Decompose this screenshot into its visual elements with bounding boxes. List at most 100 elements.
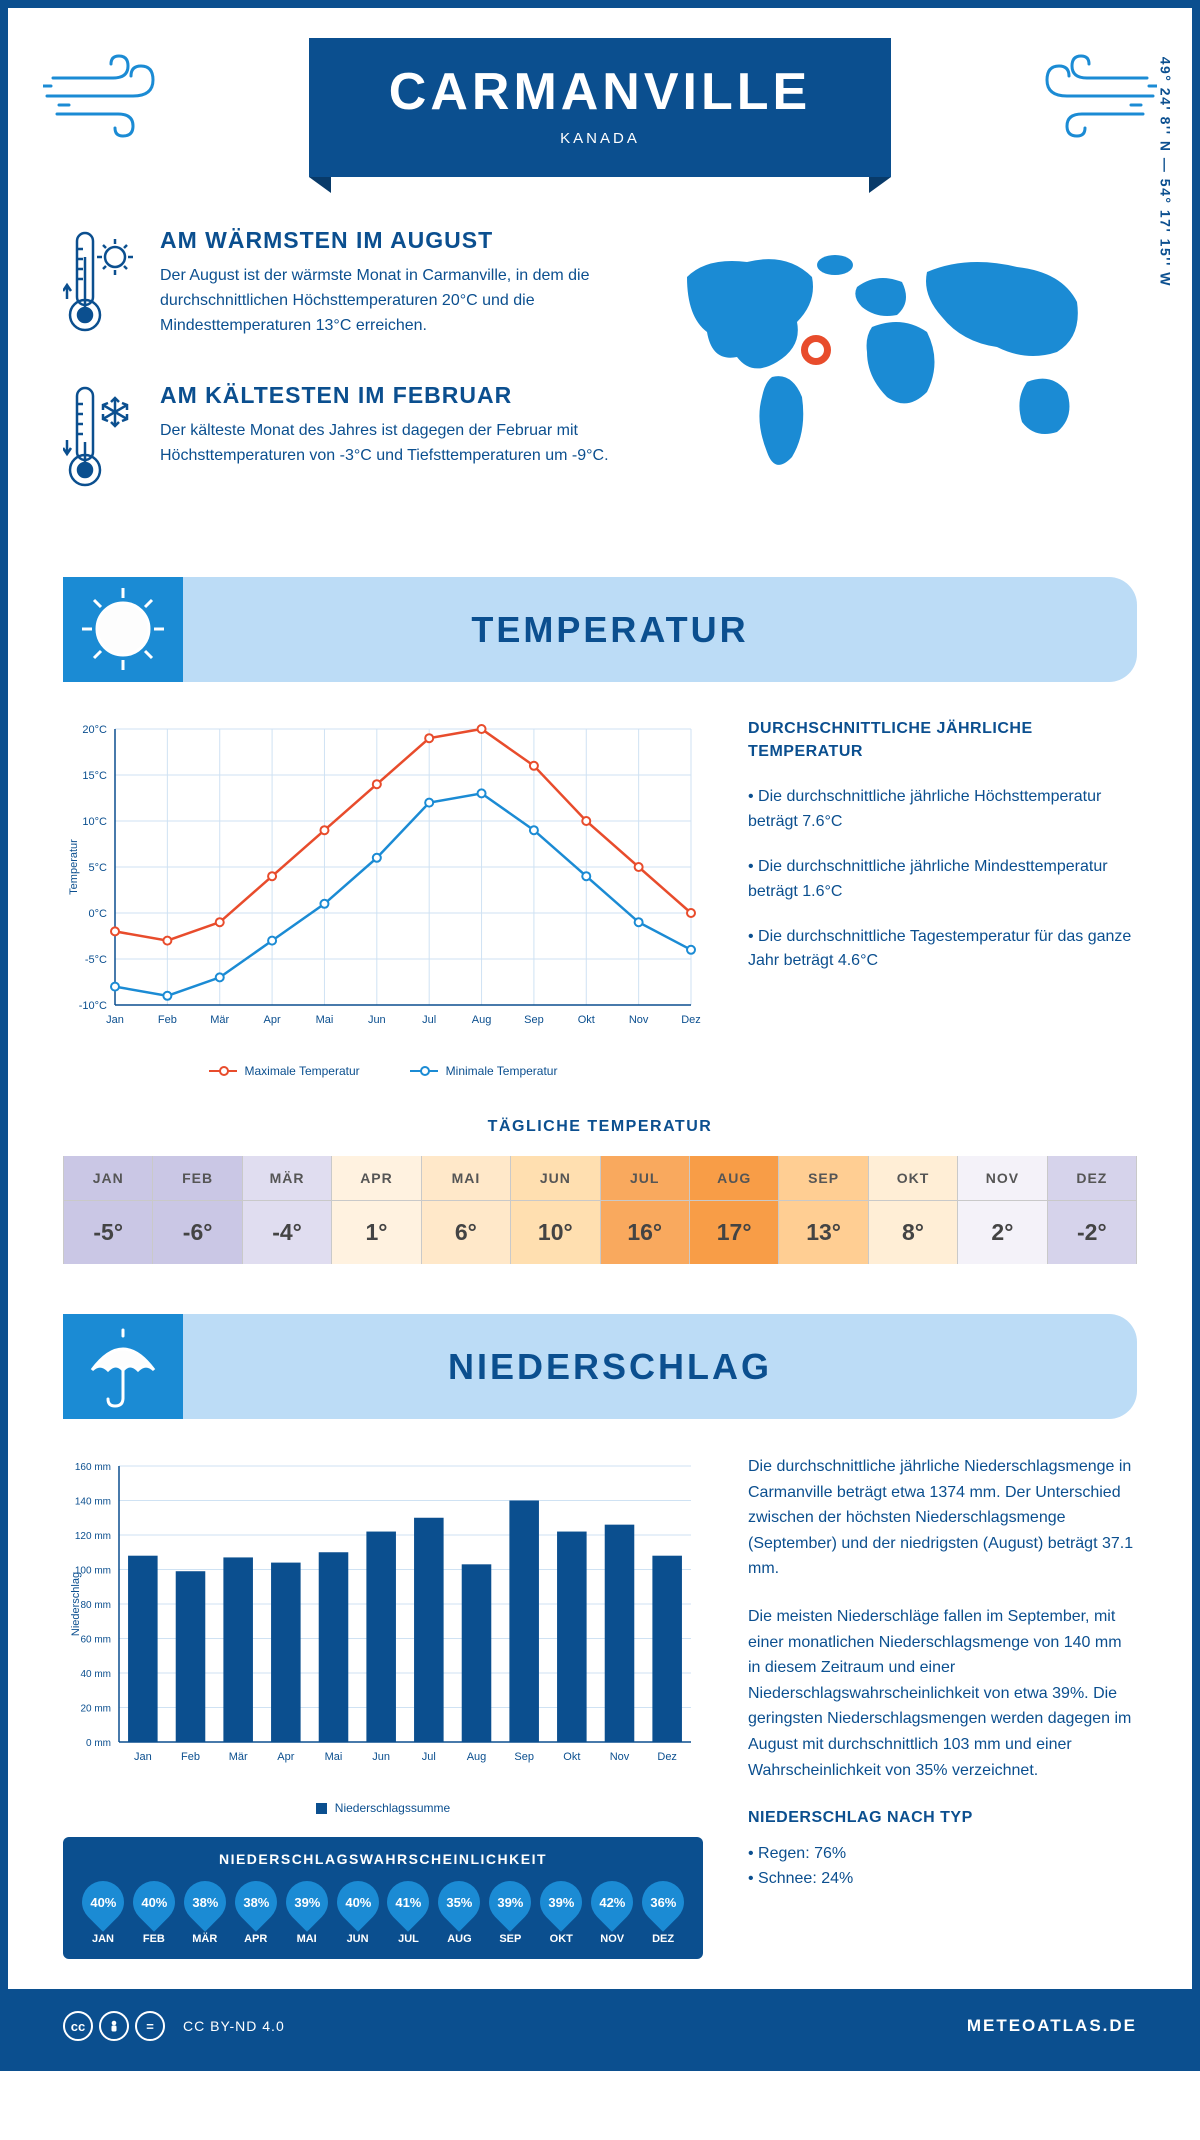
daily-temp-value: 13° [779, 1200, 867, 1264]
drop-month: NOV [588, 1933, 636, 1945]
summary-map: 49° 24' 8'' N — 54° 17' 15'' W [657, 227, 1137, 537]
precipitation-content: 0 mm20 mm40 mm60 mm80 mm100 mm120 mm140 … [8, 1454, 1192, 1989]
daily-month-label: NOV [958, 1156, 1046, 1200]
svg-text:160 mm: 160 mm [75, 1462, 111, 1473]
probability-drop: 40%JAN [79, 1881, 127, 1945]
svg-text:Sep: Sep [514, 1751, 534, 1763]
daily-month-label: SEP [779, 1156, 867, 1200]
thermometer-sun-icon [63, 227, 138, 347]
legend-label: Maximale Temperatur [245, 1064, 360, 1078]
daily-cell: JUL16° [601, 1156, 690, 1264]
daily-temp-value: 10° [511, 1200, 599, 1264]
by-icon [99, 2011, 129, 2041]
svg-text:Okt: Okt [578, 1014, 595, 1026]
daily-month-label: JUL [601, 1156, 689, 1200]
drop-icon: 39% [481, 1872, 540, 1931]
wind-icon [43, 48, 173, 143]
page-root: CARMANVILLE KANADA AM WÄRMSTEN IM AUGUST… [0, 0, 1200, 2071]
license-text: CC BY-ND 4.0 [183, 2018, 285, 2034]
svg-text:40 mm: 40 mm [80, 1669, 111, 1680]
drop-value: 41% [395, 1895, 421, 1910]
daily-temp-value: -2° [1048, 1200, 1136, 1264]
daily-cell: OKT8° [869, 1156, 958, 1264]
section-title: NIEDERSCHLAG [183, 1346, 1137, 1388]
temperature-content: -10°C-5°C0°C5°C10°C15°C20°CJanFebMärAprM… [8, 717, 1192, 1113]
coordinates: 49° 24' 8'' N — 54° 17' 15'' W [1157, 57, 1173, 287]
drop-month: SEP [486, 1933, 534, 1945]
svg-text:Nov: Nov [629, 1014, 649, 1026]
title-banner: CARMANVILLE KANADA [309, 38, 891, 177]
svg-text:-10°C: -10°C [79, 1000, 107, 1012]
drop-month: JAN [79, 1933, 127, 1945]
daily-cell: MÄR-4° [243, 1156, 332, 1264]
svg-text:20 mm: 20 mm [80, 1704, 111, 1715]
drop-value: 35% [446, 1895, 472, 1910]
umbrella-icon [63, 1322, 183, 1412]
drop-icon: 40% [328, 1872, 387, 1931]
svg-text:5°C: 5°C [89, 862, 108, 874]
drop-month: AUG [435, 1933, 483, 1945]
probability-drop: 39%MAI [283, 1881, 331, 1945]
daily-temp-value: -4° [243, 1200, 331, 1264]
precipitation-info: Die durchschnittliche jährliche Niedersc… [748, 1454, 1137, 1959]
world-map [657, 227, 1137, 497]
probability-drop: 38%MÄR [181, 1881, 229, 1945]
svg-text:60 mm: 60 mm [80, 1635, 111, 1646]
drop-month: JUN [334, 1933, 382, 1945]
daily-month-label: MAI [422, 1156, 510, 1200]
svg-text:Temperatur: Temperatur [68, 839, 80, 895]
svg-text:20°C: 20°C [82, 724, 107, 736]
svg-text:Mär: Mär [210, 1014, 229, 1026]
svg-text:Feb: Feb [158, 1014, 177, 1026]
daily-month-label: JAN [64, 1156, 152, 1200]
precip-bullet: • Schnee: 24% [748, 1866, 1137, 1892]
daily-temp-value: -5° [64, 1200, 152, 1264]
fact-title: AM KÄLTESTEN IM FEBRUAR [160, 382, 617, 409]
info-bullet: • Die durchschnittliche jährliche Höchst… [748, 785, 1137, 835]
svg-text:Dez: Dez [681, 1014, 701, 1026]
svg-text:Jun: Jun [368, 1014, 386, 1026]
sun-icon [63, 582, 183, 677]
cc-icon: cc [63, 2011, 93, 2041]
drop-icon: 40% [73, 1872, 132, 1931]
thermometer-snow-icon [63, 382, 138, 502]
drop-value: 40% [141, 1895, 167, 1910]
svg-text:0 mm: 0 mm [86, 1738, 111, 1749]
svg-text:Jul: Jul [422, 1014, 436, 1026]
svg-text:Aug: Aug [467, 1751, 487, 1763]
daily-temp-value: 2° [958, 1200, 1046, 1264]
legend-label: Niederschlagssumme [335, 1801, 450, 1815]
daily-cell: JUN10° [511, 1156, 600, 1264]
svg-text:Mai: Mai [316, 1014, 334, 1026]
nd-icon: = [135, 2011, 165, 2041]
daily-month-label: FEB [153, 1156, 241, 1200]
precip-paragraph: Die meisten Niederschläge fallen im Sept… [748, 1604, 1137, 1783]
summary-facts: AM WÄRMSTEN IM AUGUST Der August ist der… [63, 227, 617, 537]
daily-cell: APR1° [332, 1156, 421, 1264]
fact-title: AM WÄRMSTEN IM AUGUST [160, 227, 617, 254]
temperature-info: DURCHSCHNITTLICHE JÄHRLICHE TEMPERATUR •… [748, 717, 1137, 1078]
section-banner-temperature: TEMPERATUR [63, 577, 1137, 682]
drop-month: FEB [130, 1933, 178, 1945]
drop-icon: 41% [379, 1872, 438, 1931]
svg-text:Mai: Mai [325, 1751, 343, 1763]
svg-text:Jan: Jan [134, 1751, 152, 1763]
probability-drop: 41%JUL [385, 1881, 433, 1945]
section-banner-precipitation: NIEDERSCHLAG [63, 1314, 1137, 1419]
precip-paragraph: Die durchschnittliche jährliche Niedersc… [748, 1454, 1137, 1582]
drop-month: MAI [283, 1933, 331, 1945]
svg-text:Jun: Jun [372, 1751, 390, 1763]
probability-drop: 35% AUG [435, 1881, 483, 1945]
daily-cell: NOV2° [958, 1156, 1047, 1264]
chart-legend: Niederschlagssumme [63, 1801, 703, 1815]
chart-legend: .legend-line[style*='e84c2c']::after{bor… [63, 1064, 703, 1078]
precip-bullet: • Regen: 76% [748, 1841, 1137, 1867]
probability-drop: 39% SEP [486, 1881, 534, 1945]
svg-text:0°C: 0°C [89, 908, 108, 920]
daily-temp-value: 6° [422, 1200, 510, 1264]
fact-text: Der kälteste Monat des Jahres ist dagege… [160, 419, 617, 469]
svg-text:Okt: Okt [563, 1751, 580, 1763]
drop-value: 39% [497, 1895, 523, 1910]
svg-text:Jul: Jul [422, 1751, 436, 1763]
drop-month: MÄR [181, 1933, 229, 1945]
